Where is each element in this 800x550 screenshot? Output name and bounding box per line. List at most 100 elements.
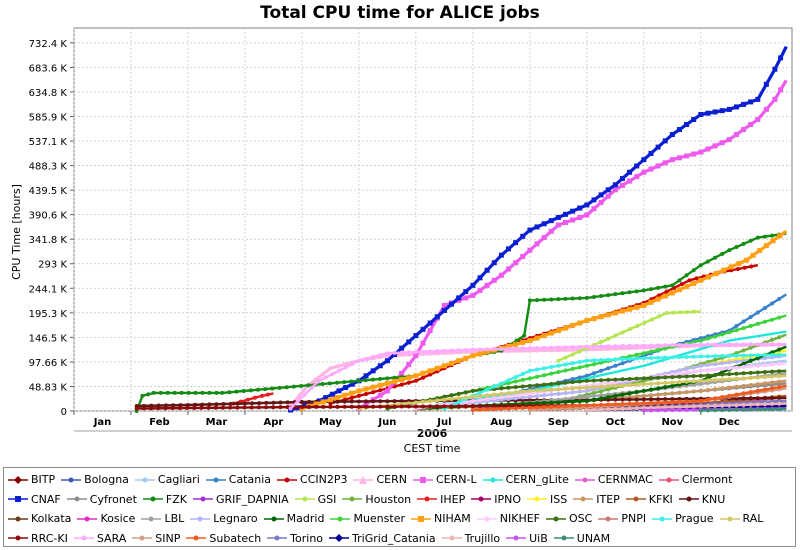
series-marker	[691, 342, 696, 347]
series-marker	[478, 394, 483, 399]
series-marker	[356, 388, 362, 394]
series-marker	[762, 356, 767, 361]
series-marker	[670, 375, 675, 380]
series-marker	[456, 404, 461, 409]
series-marker	[677, 404, 682, 409]
legend-label: NIKHEF	[499, 512, 541, 526]
series-marker	[712, 109, 718, 115]
series-marker	[655, 163, 661, 169]
series-marker	[591, 362, 596, 367]
series-marker	[777, 342, 782, 347]
series-marker	[562, 325, 568, 331]
legend-item: GSI	[294, 490, 336, 510]
series-marker	[343, 365, 348, 370]
series-marker	[556, 370, 561, 375]
series-marker	[484, 282, 490, 288]
series-marker	[713, 408, 718, 413]
series-marker	[377, 363, 383, 369]
series-marker	[584, 378, 589, 383]
series-marker	[328, 366, 333, 371]
series-marker	[406, 350, 411, 355]
series-marker	[705, 388, 710, 393]
series-marker	[399, 382, 404, 387]
series-marker	[634, 304, 640, 310]
series-marker	[370, 368, 376, 374]
series-marker	[698, 398, 703, 403]
series-marker	[663, 380, 668, 385]
series-marker	[599, 389, 604, 394]
legend-swatch	[527, 496, 548, 502]
series-marker	[613, 393, 618, 398]
series-marker	[577, 395, 582, 400]
series-marker	[449, 404, 454, 409]
series-marker	[591, 294, 596, 299]
series-marker	[335, 404, 340, 409]
series-marker	[221, 402, 226, 407]
series-marker	[392, 378, 398, 384]
series-marker	[442, 394, 447, 399]
series-marker	[748, 353, 753, 358]
series-marker	[477, 351, 483, 357]
legend-swatch	[61, 477, 82, 483]
series-marker	[364, 392, 369, 397]
series-marker	[627, 383, 632, 388]
series-marker	[250, 401, 255, 406]
legend-item: Prague	[652, 509, 714, 529]
series-marker	[363, 386, 369, 392]
series-marker	[170, 406, 175, 411]
series-marker	[570, 217, 576, 223]
series-marker	[277, 385, 282, 390]
series-marker	[613, 383, 618, 388]
legend-item: RAL	[719, 509, 764, 529]
series-marker	[420, 340, 426, 346]
series-marker	[727, 366, 732, 371]
series-marker	[748, 358, 753, 363]
series-marker	[470, 282, 476, 288]
series-marker	[748, 407, 753, 412]
series-marker	[449, 360, 455, 366]
series-marker	[478, 407, 483, 412]
series-marker	[598, 314, 604, 320]
series-marker	[463, 399, 468, 404]
series-marker	[556, 391, 561, 396]
series-marker	[278, 405, 283, 410]
series-marker	[691, 354, 696, 359]
series-marker	[584, 373, 589, 378]
series-marker	[734, 403, 739, 408]
series-marker	[663, 343, 668, 348]
legend-label: TriGrid_Catania	[352, 531, 436, 545]
series-marker	[470, 388, 475, 393]
series-marker	[677, 355, 682, 360]
series-marker	[648, 393, 653, 398]
series-marker	[627, 290, 632, 295]
series-marker	[442, 397, 447, 402]
series-marker	[648, 376, 653, 381]
legend-swatch	[8, 535, 28, 541]
series-marker	[485, 404, 490, 409]
series-marker	[635, 323, 640, 328]
series-marker	[562, 211, 568, 217]
series-marker	[741, 326, 746, 331]
series-marker	[599, 347, 604, 352]
series-marker	[427, 328, 433, 334]
series-marker	[634, 163, 640, 169]
series-marker	[330, 372, 335, 377]
series-marker	[720, 361, 725, 366]
legend-item: Legnaro	[190, 509, 258, 529]
series-marker	[307, 404, 312, 409]
series-marker	[449, 348, 454, 353]
legend-label: RRC-KI	[31, 531, 68, 545]
series-marker	[598, 199, 604, 205]
series-marker	[413, 378, 418, 383]
series-marker	[506, 378, 511, 383]
legend-label: RAL	[742, 512, 764, 526]
series-marker	[762, 402, 767, 407]
series-marker	[356, 393, 361, 398]
series-marker	[577, 359, 582, 364]
series-marker	[684, 374, 689, 379]
series-marker	[599, 294, 604, 299]
series-marker	[584, 344, 589, 349]
series-marker	[563, 355, 568, 360]
series-marker	[726, 106, 732, 112]
series-marker	[335, 394, 341, 400]
